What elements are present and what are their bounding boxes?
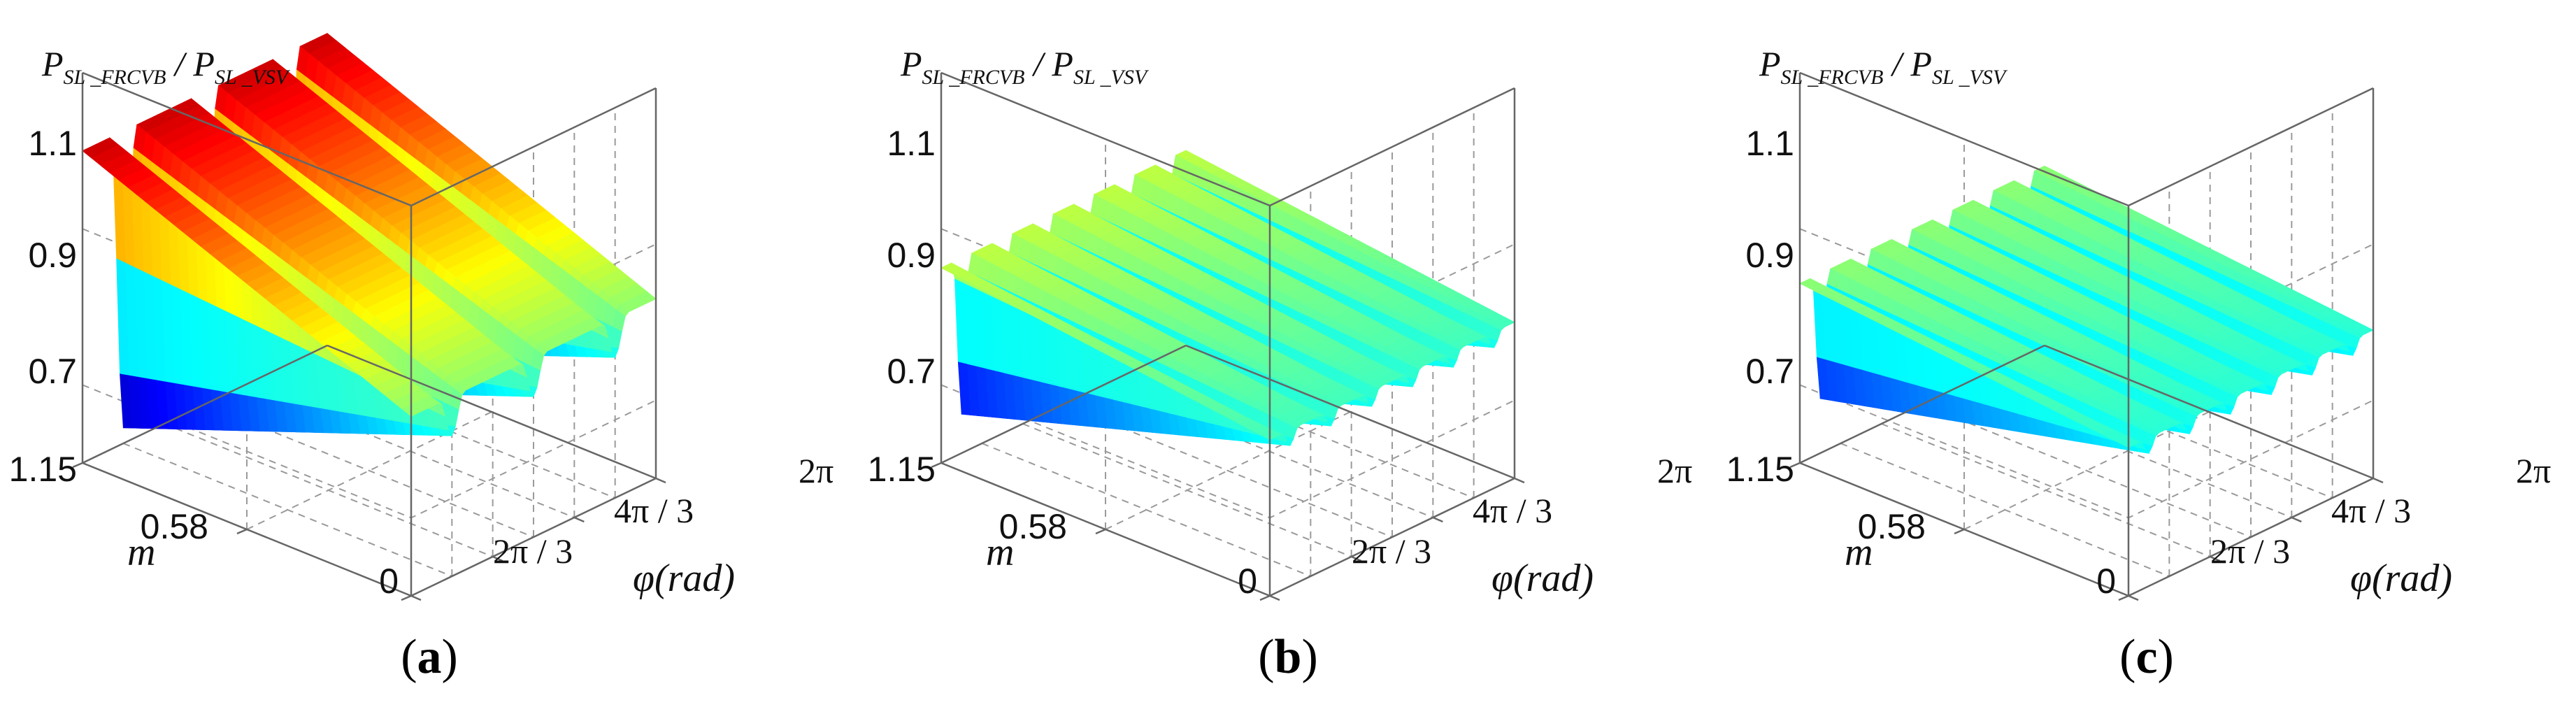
- x-tick-mark: [410, 594, 422, 601]
- panel-a: PSL _FRCVB / PSL _VSV 1.1 0.9 0.7 1.15 0…: [0, 0, 859, 728]
- panel-b: PSL _FRCVB / PSL _VSV 1.1 0.9 0.7 1.15 0…: [859, 0, 1717, 728]
- x-axis-label: φ(rad): [633, 557, 735, 600]
- z-tick: 0.9: [28, 236, 77, 275]
- axis-frame-edge: [82, 344, 328, 464]
- grid-line: [1063, 404, 1393, 538]
- z-tick: 0.7: [28, 352, 77, 391]
- surface-plot-b: PSL _FRCVB / PSL _VSV 1.1 0.9 0.7 1.15 0…: [868, 44, 1692, 601]
- y-tick-mark: [72, 462, 83, 469]
- axis-frame-edge: [82, 71, 412, 207]
- grid-line: [122, 443, 452, 577]
- y-tick-mark: [401, 594, 412, 601]
- y-tick: 0: [379, 562, 399, 601]
- y-tick: 0.58: [141, 507, 208, 546]
- y-axis-label: m: [127, 531, 155, 574]
- x-tick-mark: [573, 516, 585, 523]
- x-tick: 2π / 3: [493, 531, 573, 571]
- surface-plot-a: PSL _FRCVB / PSL _VSV 1.1 0.9 0.7 1.15 0…: [9, 33, 833, 601]
- grid-line: [204, 404, 534, 538]
- grid-line: [1145, 364, 1475, 499]
- z-tick: 1.1: [28, 124, 77, 163]
- panel-caption: (a): [401, 630, 458, 684]
- axis-frame-edge: [410, 477, 657, 597]
- grid-line: [981, 443, 1311, 577]
- x-tick: 4π / 3: [614, 491, 694, 530]
- x-tick-mark: [655, 477, 666, 484]
- axis-frame-edge: [327, 344, 657, 480]
- y-tick: 1.15: [9, 450, 77, 489]
- axis-frame-edge: [410, 87, 657, 207]
- x-tick: 2π: [799, 451, 833, 490]
- x-tick-mark: [492, 555, 503, 562]
- z-axis-label: PSL _FRCVB / PSL _VSV: [41, 44, 291, 89]
- y-tick-mark: [236, 528, 248, 535]
